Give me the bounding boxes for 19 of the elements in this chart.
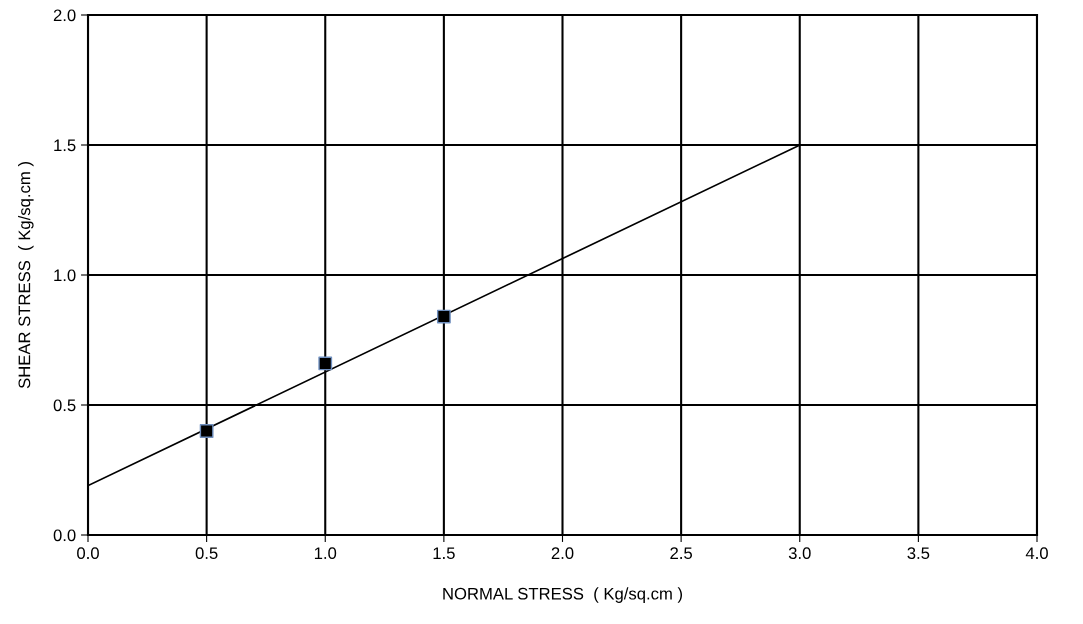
- y-tick-label: 1.5: [54, 139, 76, 152]
- point: [436, 309, 451, 324]
- x-axis-title: NORMAL STRESS ( Kg/sq.cm ): [443, 587, 683, 603]
- point: [318, 356, 333, 371]
- x-tick-label: 1.5: [433, 547, 455, 560]
- x-tick-label: 4.0: [1025, 547, 1048, 560]
- y-tick-label: 1.0: [54, 269, 76, 282]
- y-tick-label: 0.0: [53, 529, 76, 542]
- x-tick-label: 2.5: [670, 547, 693, 560]
- x-tick-label: 3.0: [788, 547, 811, 560]
- x-tick-label: 0.0: [77, 547, 99, 560]
- y-tick-label: 0.5: [53, 399, 76, 412]
- y-axis-title: SHEAR STRESS ( Kg/sq.cm ): [18, 162, 34, 389]
- y-tick-label: 2.0: [53, 9, 76, 22]
- x-tick-label: 2.0: [551, 547, 574, 560]
- x-tick-label: 3.5: [907, 547, 930, 560]
- x-tick-label: 0.5: [195, 547, 218, 560]
- point: [199, 424, 214, 438]
- x-tick-label: 1.0: [314, 547, 337, 560]
